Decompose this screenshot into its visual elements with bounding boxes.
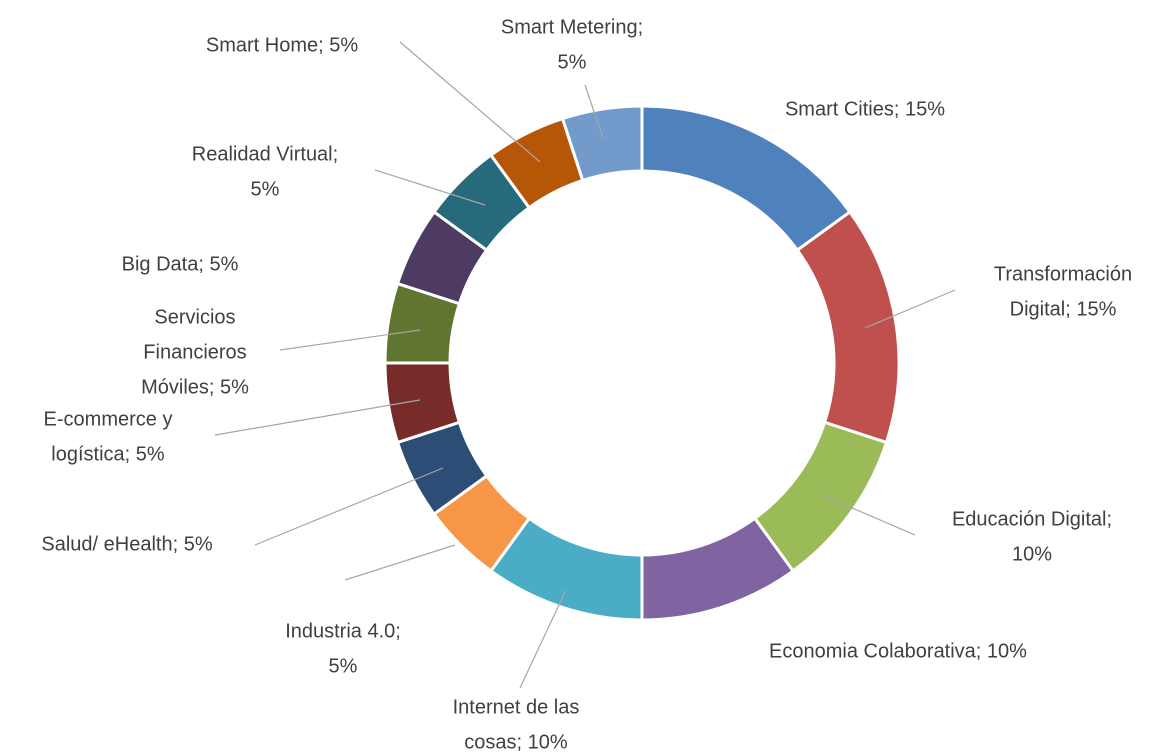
donut-segment [795,209,901,445]
data-label: Servicios [154,306,235,328]
leader-line [519,589,567,689]
data-label: Big Data; 5% [122,253,239,275]
donut-segment [560,104,644,183]
data-label: Salud/ eHealth; 5% [41,533,212,555]
leader-line [344,544,456,581]
data-label: logística; 5% [51,443,165,465]
leader-line [399,41,541,163]
leader-line [374,169,486,206]
data-label: cosas; 10% [464,731,568,753]
data-label: Realidad Virtual; [192,143,338,165]
leader-line [584,84,604,139]
data-label: Financieros [143,341,246,363]
data-label: 5% [251,178,280,200]
data-label: Digital; 15% [1010,298,1117,320]
data-label: E-commerce y [44,408,173,430]
data-label: Transformación [994,263,1132,285]
data-label: 10% [1012,543,1052,565]
data-label: Smart Cities; 15% [785,98,945,120]
leader-line [254,467,444,546]
data-label: 5% [558,51,587,73]
leader-line [864,289,956,329]
data-label: 5% [329,655,358,677]
leader-line [821,494,916,536]
data-label: Economia Colaborativa; 10% [769,640,1027,662]
leader-line [279,329,421,351]
donut-segment [640,104,853,253]
data-label: Smart Metering; [501,16,643,38]
data-label: Móviles; 5% [141,376,249,398]
data-label: Educación Digital; [952,508,1112,530]
data-label: Smart Home; 5% [206,34,358,56]
data-label: Internet de las [453,696,580,718]
leader-line [214,399,421,436]
data-label: Industria 4.0; [285,620,401,642]
